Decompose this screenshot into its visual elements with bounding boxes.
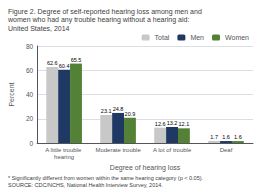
- svg-text:A lot of trouble: A lot of trouble: [153, 147, 192, 153]
- svg-text:23.1: 23.1: [101, 108, 112, 114]
- svg-text:Total: Total: [155, 34, 170, 41]
- svg-text:65.5: 65.5: [71, 57, 82, 63]
- svg-text:13.2: 13.2: [167, 120, 178, 126]
- svg-text:Men: Men: [190, 34, 204, 41]
- svg-text:Figure 2. Degree of self-repor: Figure 2. Degree of self-reported hearin…: [8, 8, 204, 16]
- svg-text:1.7: 1.7: [210, 134, 218, 140]
- svg-text:* Significantly different from: * Significantly different from women wit…: [8, 175, 204, 181]
- svg-text:hearing: hearing: [54, 154, 74, 160]
- svg-text:Moderate trouble: Moderate trouble: [95, 147, 141, 153]
- svg-text:A little trouble: A little trouble: [45, 147, 83, 153]
- svg-text:Deaf: Deaf: [220, 147, 233, 153]
- svg-text:Women: Women: [225, 34, 249, 41]
- svg-text:0: 0: [30, 140, 34, 147]
- svg-text:60: 60: [26, 67, 34, 74]
- svg-text:20.9: 20.9: [125, 111, 136, 117]
- svg-text:Percent: Percent: [8, 82, 15, 106]
- svg-text:1.6: 1.6: [234, 134, 242, 140]
- svg-text:12.1: 12.1: [179, 121, 190, 127]
- svg-text:women who had any trouble hear: women who had any trouble hearing withou…: [7, 16, 189, 24]
- svg-text:40: 40: [26, 91, 34, 98]
- svg-text:Degree of hearing loss: Degree of hearing loss: [110, 164, 181, 172]
- svg-text:24.8: 24.8: [113, 106, 124, 112]
- svg-text:SOURCE: CDC/NCHS, National Hea: SOURCE: CDC/NCHS, National Health Interv…: [8, 182, 163, 188]
- svg-text:20: 20: [26, 115, 34, 122]
- svg-text:1.6: 1.6: [222, 134, 230, 140]
- svg-text:60.4: 60.4: [59, 63, 70, 69]
- svg-text:62.6: 62.6: [47, 60, 58, 66]
- svg-text:12.6: 12.6: [155, 121, 166, 127]
- svg-text:United States, 2014: United States, 2014: [8, 25, 70, 32]
- svg-text:80: 80: [26, 43, 34, 50]
